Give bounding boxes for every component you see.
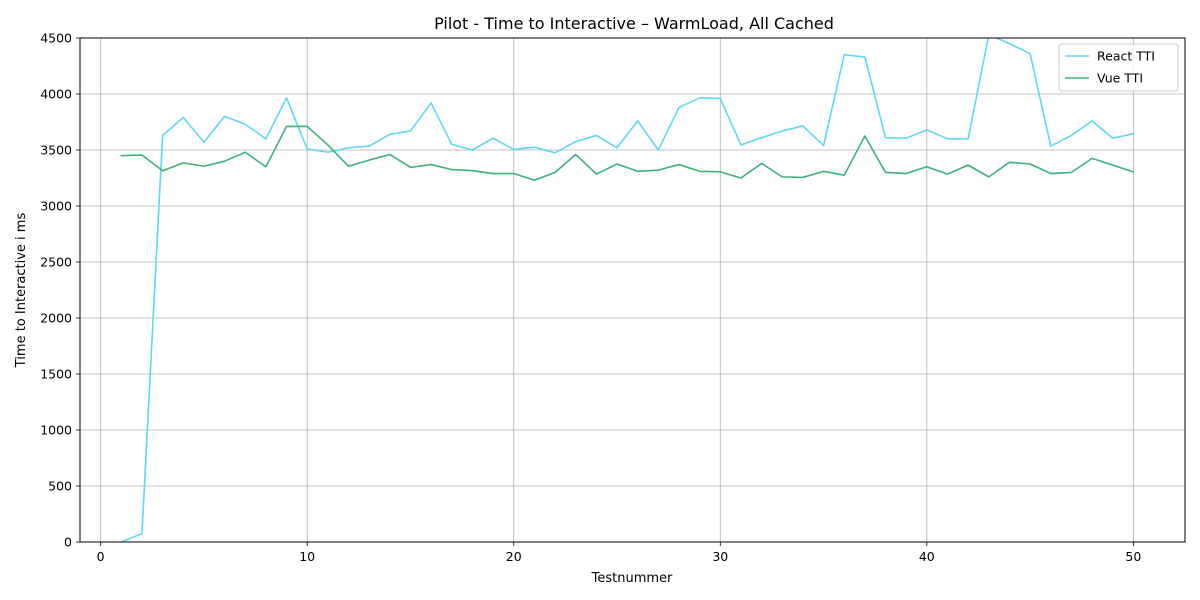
legend: React TTI Vue TTI — [1058, 43, 1179, 92]
x-tick-label: 20 — [506, 549, 522, 564]
y-tick-label: 500 — [48, 479, 72, 494]
chart-title: Pilot - Time to Interactive – WarmLoad, … — [434, 14, 834, 33]
plot-frame — [79, 37, 1186, 543]
y-axis: 0 500 1000 1500 2000 2500 3000 3500 4000 4500 — [40, 31, 80, 550]
y-tick-label: 4500 — [40, 31, 72, 46]
x-tick-label: 30 — [712, 549, 728, 564]
y-tick-label: 1000 — [40, 423, 72, 438]
series-line-vue-tti — [120, 125, 1135, 182]
y-axis-title: Time to Interactive i ms — [14, 213, 29, 369]
x-tick-label: 40 — [919, 549, 935, 564]
series-layer — [120, 38, 1135, 542]
x-tick-label: 10 — [299, 549, 315, 564]
x-axis: 0 10 20 30 40 50 — [97, 542, 1141, 564]
legend-label: Vue TTI — [1097, 71, 1143, 86]
y-tick-label: 2500 — [40, 255, 72, 270]
legend-label: React TTI — [1097, 49, 1155, 64]
y-tick-label: 0 — [64, 535, 72, 550]
grid-lines — [80, 37, 1185, 543]
y-tick-label: 3500 — [40, 143, 72, 158]
y-tick-label: 4000 — [40, 87, 72, 102]
y-tick-label: 1500 — [40, 367, 72, 382]
x-tick-label: 50 — [1125, 549, 1141, 564]
y-tick-label: 3000 — [40, 199, 72, 214]
y-tick-label: 2000 — [40, 311, 72, 326]
series-line-react-tti — [120, 38, 1135, 542]
x-tick-label: 0 — [97, 549, 105, 564]
x-axis-title: Testnummer — [591, 571, 673, 586]
